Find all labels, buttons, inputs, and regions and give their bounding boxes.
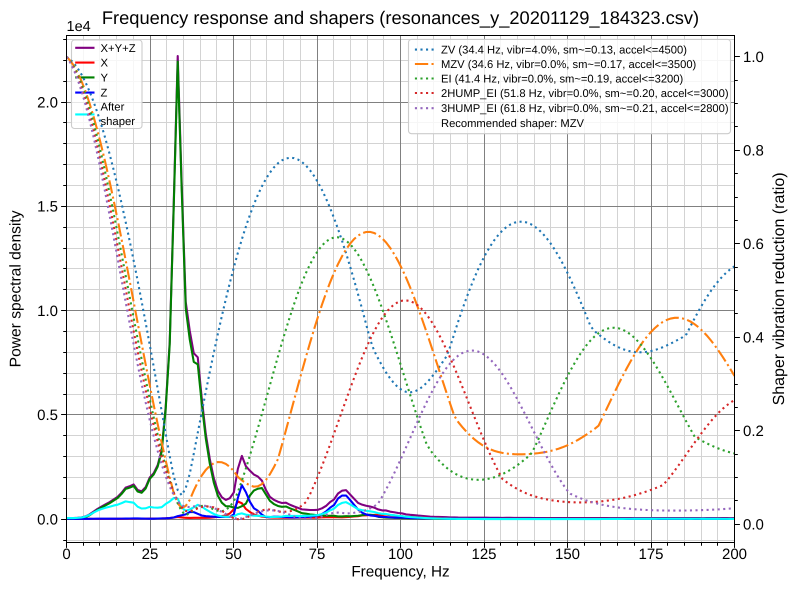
svg-text:ZV (34.4 Hz, vibr=4.0%, sm~=0.: ZV (34.4 Hz, vibr=4.0%, sm~=0.13, accel<…: [441, 45, 687, 57]
svg-text:3HUMP_EI (61.8 Hz, vibr=0.0%,: 3HUMP_EI (61.8 Hz, vibr=0.0%, sm~=0.21, …: [441, 103, 729, 115]
svg-text:Recommended shaper: MZV: Recommended shaper: MZV: [441, 118, 585, 130]
svg-text:0.5: 0.5: [37, 407, 58, 424]
svg-text:50: 50: [225, 546, 242, 563]
svg-text:X+Y+Z: X+Y+Z: [101, 43, 136, 55]
svg-text:200: 200: [722, 546, 747, 563]
svg-text:2HUMP_EI (51.8 Hz, vibr=0.0%,: 2HUMP_EI (51.8 Hz, vibr=0.0%, sm~=0.20, …: [441, 88, 729, 100]
svg-text:0.8: 0.8: [743, 143, 764, 160]
svg-text:After: After: [101, 102, 125, 114]
svg-text:125: 125: [471, 546, 496, 563]
svg-text:1.5: 1.5: [37, 199, 58, 216]
svg-text:0.4: 0.4: [743, 330, 764, 347]
svg-text:25: 25: [142, 546, 159, 563]
svg-text:1e4: 1e4: [67, 19, 91, 35]
svg-text:Z: Z: [101, 88, 108, 100]
svg-text:0: 0: [62, 546, 70, 563]
svg-text:2.0: 2.0: [37, 94, 58, 111]
svg-text:100: 100: [388, 546, 413, 563]
svg-text:0.6: 0.6: [743, 236, 764, 253]
svg-text:Power spectral density: Power spectral density: [8, 210, 25, 367]
svg-text:1.0: 1.0: [743, 49, 764, 66]
svg-text:175: 175: [638, 546, 663, 563]
svg-text:75: 75: [309, 546, 326, 563]
svg-text:MZV (34.6 Hz, vibr=0.0%, sm~=0: MZV (34.6 Hz, vibr=0.0%, sm~=0.17, accel…: [441, 59, 697, 71]
svg-text:Frequency response and shapers: Frequency response and shapers (resonanc…: [102, 7, 699, 28]
svg-text:Shaper vibration reduction (ra: Shaper vibration reduction (ratio): [771, 172, 788, 405]
svg-text:0.2: 0.2: [743, 423, 764, 440]
svg-text:0.0: 0.0: [743, 517, 764, 534]
svg-text:150: 150: [555, 546, 580, 563]
svg-text:X: X: [101, 58, 109, 70]
svg-text:EI (41.4 Hz, vibr=0.0%, sm~=0.: EI (41.4 Hz, vibr=0.0%, sm~=0.19, accel<…: [441, 74, 683, 86]
svg-text:Y: Y: [101, 72, 109, 84]
svg-text:Frequency, Hz: Frequency, Hz: [351, 564, 449, 581]
svg-text:0.0: 0.0: [37, 512, 58, 529]
svg-text:shaper: shaper: [101, 116, 136, 128]
svg-text:1.0: 1.0: [37, 303, 58, 320]
